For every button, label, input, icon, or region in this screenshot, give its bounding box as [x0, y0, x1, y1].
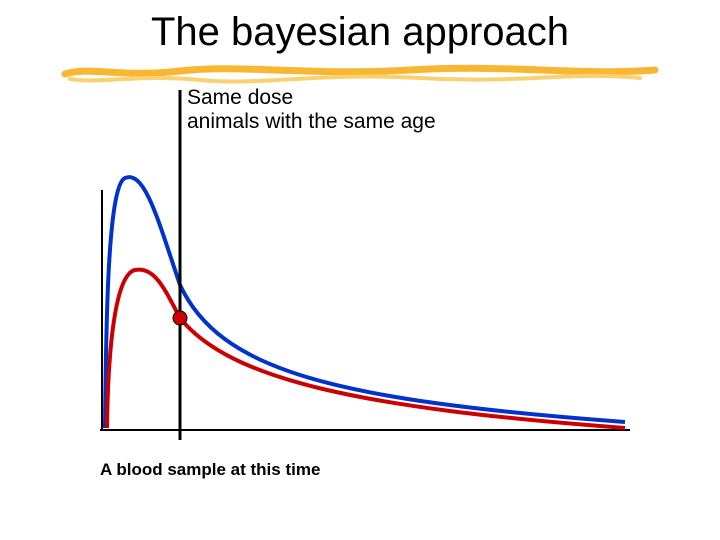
- caption-text: A blood sample at this time: [100, 460, 320, 480]
- underline-stroke-sub: [70, 76, 640, 82]
- annotation-line2: animals with the same age: [187, 110, 436, 133]
- underline-stroke-main: [65, 68, 655, 74]
- annotation-line1: Same dose: [187, 86, 293, 109]
- sample-marker: [173, 311, 187, 325]
- slide-title: The bayesian approach: [0, 10, 720, 55]
- curve-blue: [105, 177, 625, 428]
- pk-chart: [80, 150, 640, 450]
- title-underline: [60, 56, 660, 86]
- slide: { "title": { "text": "The bayesian appro…: [0, 0, 720, 540]
- annotation-text: Same dose animals with the same age: [187, 86, 436, 134]
